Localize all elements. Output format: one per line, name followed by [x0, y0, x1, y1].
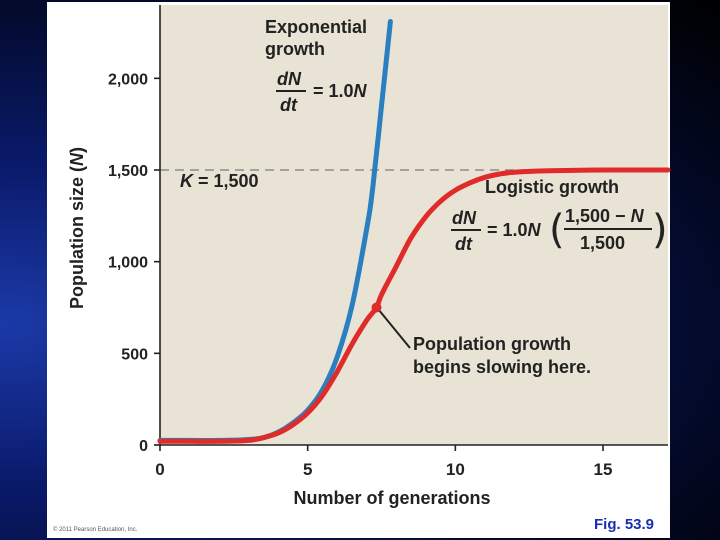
x-tick-label: 10 — [446, 460, 465, 479]
log-eq-denominator: dt — [455, 234, 473, 254]
log-eq-left-paren: ( — [549, 207, 565, 253]
x-axis-ticks: 0 5 10 15 — [155, 445, 612, 479]
y-tick-label: 1,500 — [108, 163, 148, 180]
log-eq-right-paren: ) — [652, 207, 668, 253]
series-line-logistic — [157, 167, 671, 444]
log-eq-numerator: dN — [452, 208, 477, 228]
log-eq-rhs: = 1.0N — [487, 220, 542, 240]
slowing-annotation-line-1: Population growth — [413, 334, 571, 354]
y-axis-title: Population size (N) — [67, 147, 87, 309]
figure-label: Fig. 53.9 — [594, 516, 655, 533]
annotation-pointer — [373, 303, 411, 349]
x-axis-title: Number of generations — [293, 488, 490, 508]
y-tick-label: 1,000 — [108, 255, 148, 272]
slowing-annotation-line-2: begins slowing here. — [413, 357, 591, 377]
exp-title-line-1: Exponential — [265, 17, 367, 37]
copyright-text: © 2011 Pearson Education, Inc. — [53, 527, 138, 533]
plot-background — [160, 5, 668, 445]
x-tick-label: 5 — [303, 460, 312, 479]
carrying-capacity-label: K = 1,500 — [180, 171, 259, 191]
x-tick-label: 15 — [594, 460, 613, 479]
log-eq-frac-numerator: 1,500 − N — [565, 206, 645, 226]
exp-eq-numerator: dN — [277, 69, 302, 89]
y-tick-label: 500 — [121, 346, 148, 363]
highlight-point — [371, 302, 382, 313]
x-tick-label: 0 — [155, 460, 164, 479]
y-tick-label: 0 — [139, 438, 148, 455]
exp-title-line-2: growth — [265, 39, 325, 59]
log-eq-frac-denominator: 1,500 — [580, 233, 625, 253]
exp-eq-rhs: = 1.0N — [313, 81, 368, 101]
y-axis-ticks: 0 500 1,000 1,500 2,000 — [108, 71, 160, 455]
y-tick-label: 2,000 — [108, 71, 148, 88]
log-title: Logistic growth — [485, 177, 619, 197]
exp-eq-denominator: dt — [280, 95, 298, 115]
